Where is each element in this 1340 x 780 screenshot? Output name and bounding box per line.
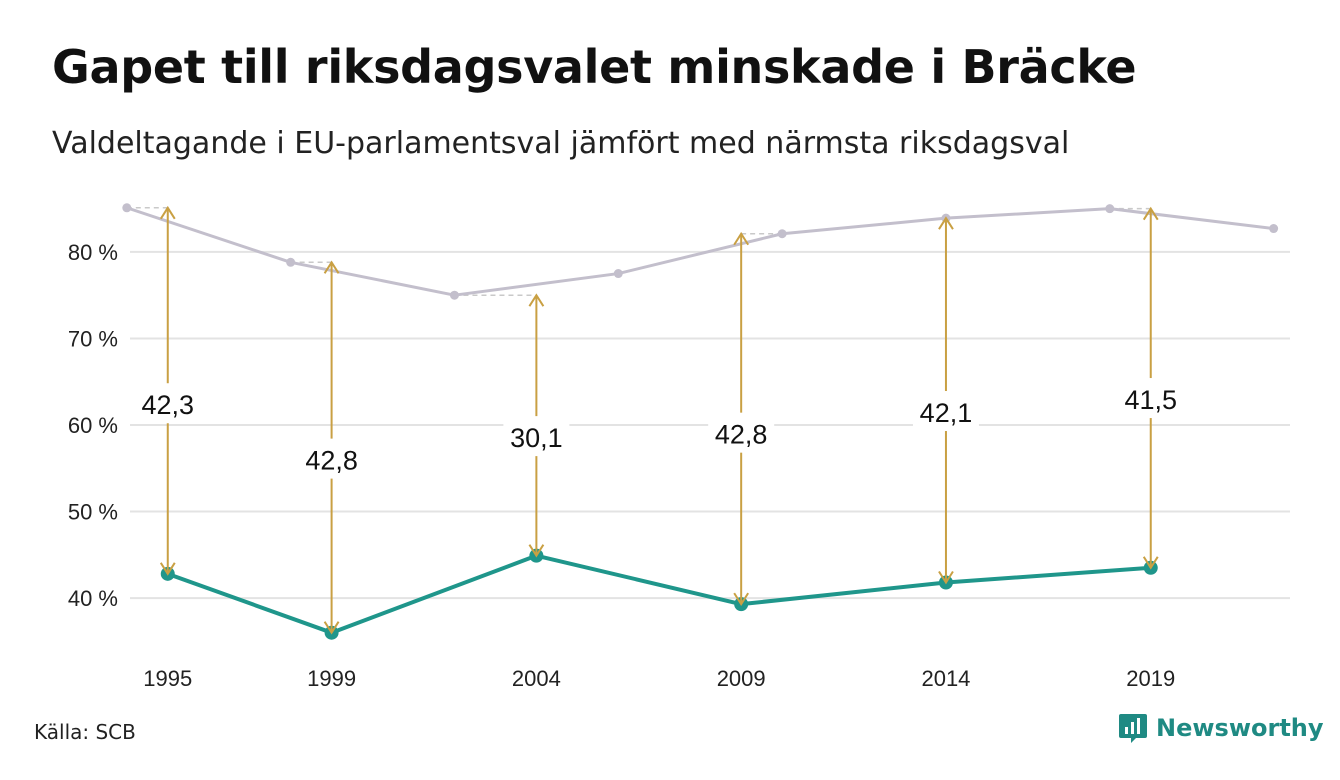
gap-label: 42,3 [141,390,194,420]
gap-arrow-head-down [938,570,954,585]
y-tick-label: 50 % [68,500,118,525]
y-tick-label: 40 % [68,586,118,611]
y-tick-label: 70 % [68,326,118,351]
gap-arrow-head-down [323,621,340,635]
source-note: Källa: SCB [34,720,136,744]
gap-arrows [159,205,1159,635]
x-tick-label: 2009 [717,666,766,691]
gap-guide-lines [126,207,1151,296]
gap-label-background [708,412,775,453]
riksdag-point [777,229,787,239]
gap-arrow-head-down [733,592,750,606]
gap-arrow-head-up [528,293,545,307]
y-tick-label: 60 % [68,413,118,438]
x-tick-label: 1995 [143,666,192,691]
gap-label-background [134,383,201,424]
x-tick-label: 1999 [307,666,356,691]
gap-arrow-head-up [323,260,340,274]
gap-arrow-head-up [1142,206,1159,221]
chart-title: Gapet till riksdagsvalet minskade i Bräc… [52,40,1137,94]
gap-arrow-head-down [1142,556,1159,570]
gap-label-background [912,391,979,432]
riksdag-line [126,206,1274,297]
riksdag-point [286,257,296,267]
gap-label: 30,1 [510,423,563,453]
riksdag-series [122,203,1279,300]
gap-label-background [503,416,570,457]
y-axis: 40 % 50 % 60 % 70 % 80 % [68,240,118,611]
gap-arrow-head-up [159,205,176,220]
x-tick-label: 2004 [512,666,561,691]
riksdag-point [1105,204,1115,214]
chart-subtitle: Valdeltagande i EU-parlamentsval jämfört… [52,126,1070,161]
x-axis: 1995 1999 2004 2009 2014 2019 [143,666,1175,691]
brand-logo[interactable]: Newsworthy [1118,712,1324,744]
gap-label-background [298,438,365,479]
y-tick-label: 80 % [68,240,118,265]
riksdag-point [122,203,132,213]
gap-arrow-head-up [733,231,750,246]
gap-label-background [1117,378,1184,419]
eu-series [160,548,1158,640]
gap-label: 41,5 [1124,385,1177,415]
gap-arrow-head-up [938,216,954,230]
brand-name: Newsworthy [1156,714,1324,742]
gap-label: 42,1 [920,398,973,428]
x-tick-label: 2014 [921,666,970,691]
newsworthy-logo-icon [1119,714,1147,743]
eu-line [167,553,1151,635]
x-tick-label: 2019 [1126,666,1175,691]
gap-labels: 42,3 42,8 30,1 42,8 42,1 41,5 [134,378,1184,479]
gap-label: 42,8 [715,420,768,450]
riksdag-point [613,269,623,279]
riksdag-point [449,290,459,300]
gap-label: 42,8 [305,446,358,476]
gap-arrow-head-down [528,544,545,558]
riksdag-point [1269,224,1279,234]
gap-arrow-head-down [159,562,176,576]
